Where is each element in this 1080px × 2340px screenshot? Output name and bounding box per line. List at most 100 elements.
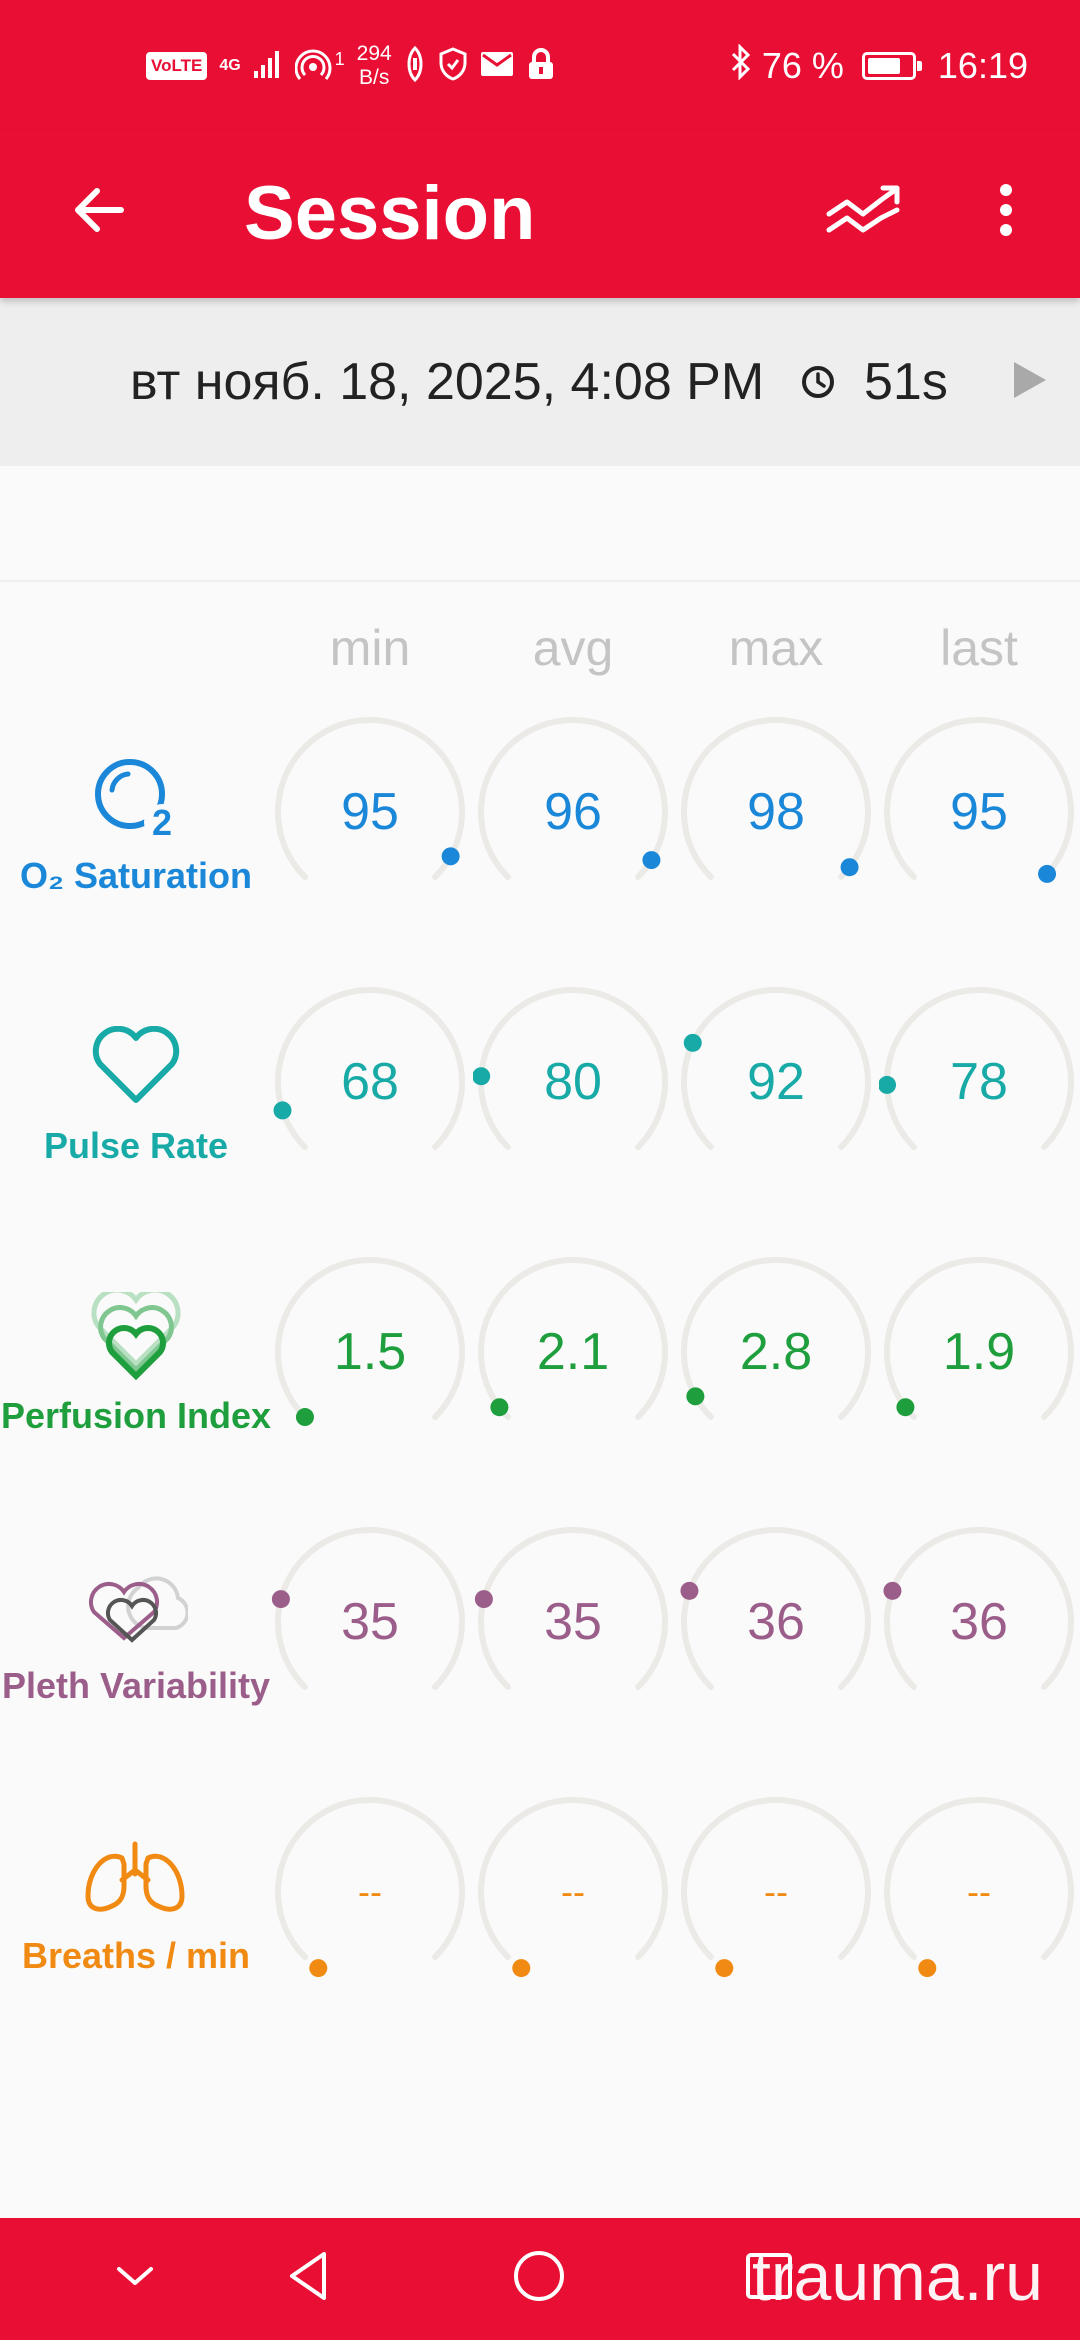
gauge-indicator-dot bbox=[879, 1075, 897, 1094]
play-button[interactable] bbox=[1010, 358, 1050, 407]
gauge-value: 2.8 bbox=[739, 1323, 813, 1381]
gauge-value: 98 bbox=[747, 783, 805, 841]
gauge-avg: -- bbox=[473, 1792, 673, 1992]
gauge-track bbox=[884, 1257, 1074, 1421]
gauge-avg: 96 bbox=[473, 712, 673, 912]
gauge-value: 92 bbox=[747, 1053, 805, 1111]
clock-icon bbox=[800, 364, 836, 400]
gauge-track bbox=[681, 987, 871, 1151]
gauge-indicator-dot bbox=[918, 1959, 937, 1978]
mail-icon bbox=[480, 50, 514, 83]
gauge-max: 2.8 bbox=[676, 1252, 876, 1452]
gauge-track bbox=[275, 1527, 465, 1691]
gauge-indicator-dot bbox=[271, 1590, 290, 1609]
lungs-icon bbox=[82, 1840, 188, 1921]
pleth-hearts-icon bbox=[84, 1568, 190, 1649]
gauge-indicator-dot bbox=[295, 1408, 314, 1427]
gauge-min: -- bbox=[270, 1792, 470, 1992]
app-toolbar: Session bbox=[0, 130, 1080, 298]
gauge-indicator-dot bbox=[883, 1581, 902, 1600]
hotspot-count: 1 bbox=[334, 49, 345, 69]
gauge-min: 35 bbox=[270, 1522, 470, 1722]
o2-bubble-icon: 2 bbox=[92, 756, 182, 847]
gauge-indicator-dot bbox=[686, 1387, 705, 1406]
gauge-track bbox=[681, 1797, 871, 1961]
session-date: вт нояб. 18, 2025, 4:08 PM bbox=[130, 353, 765, 411]
recents-square-icon bbox=[743, 2250, 795, 2307]
section-divider bbox=[0, 580, 1080, 582]
session-duration: 51s bbox=[864, 353, 948, 411]
battery-percent: 76 % bbox=[761, 45, 844, 86]
shield-icon bbox=[438, 46, 468, 86]
metric-label: Pulse Rate bbox=[43, 1125, 229, 1166]
gauge-value: -- bbox=[764, 1871, 788, 1912]
gauge-value: 68 bbox=[341, 1053, 399, 1111]
gauge-value: -- bbox=[358, 1871, 382, 1912]
nav-recents-button[interactable] bbox=[724, 2238, 814, 2318]
gauge-last: 1.9 bbox=[879, 1252, 1079, 1452]
status-right: 76 % 16:19 bbox=[730, 40, 1028, 92]
back-triangle-icon bbox=[284, 2248, 334, 2309]
gauge-value: -- bbox=[967, 1871, 991, 1912]
nav-home-button[interactable] bbox=[494, 2238, 584, 2318]
gauge-value: 2.1 bbox=[536, 1323, 610, 1381]
home-circle-icon bbox=[511, 2248, 567, 2309]
gauge-max: 36 bbox=[676, 1522, 876, 1722]
nav-hide-button[interactable] bbox=[90, 2238, 180, 2318]
gauge-indicator-dot bbox=[490, 1398, 509, 1417]
battery-icon bbox=[861, 52, 922, 80]
gauge-max: 98 bbox=[676, 712, 876, 912]
system-nav-bar bbox=[0, 2218, 1080, 2340]
gauge-value: -- bbox=[561, 1871, 585, 1912]
overflow-menu-button[interactable] bbox=[966, 168, 1046, 256]
gauge-track bbox=[275, 1797, 465, 1961]
back-button[interactable] bbox=[55, 168, 143, 256]
gauge-track bbox=[681, 1527, 871, 1691]
gauge-max: -- bbox=[676, 1792, 876, 1992]
gauge-min: 95 bbox=[270, 712, 470, 912]
svg-text:2: 2 bbox=[152, 802, 172, 842]
watermark-text: trauma.ru bbox=[752, 2239, 1043, 2315]
gauge-avg: 2.1 bbox=[473, 1252, 673, 1452]
column-header-min: min bbox=[329, 620, 411, 676]
gauge-indicator-dot bbox=[1038, 864, 1057, 883]
gauge-indicator-dot bbox=[474, 1590, 493, 1609]
column-header-last: last bbox=[940, 620, 1018, 676]
battery-fill bbox=[867, 58, 900, 74]
gauge-value: 36 bbox=[747, 1593, 805, 1651]
nav-back-button[interactable] bbox=[264, 2238, 354, 2318]
gauge-last: 36 bbox=[879, 1522, 1079, 1722]
carrier-icon bbox=[404, 45, 426, 87]
layered-hearts-icon bbox=[88, 1287, 184, 1387]
gauge-last: -- bbox=[879, 1792, 1079, 1992]
gauge-indicator-dot bbox=[715, 1959, 734, 1978]
more-vert-icon bbox=[996, 180, 1016, 245]
gauge-indicator-dot bbox=[473, 1067, 491, 1086]
column-header-max: max bbox=[728, 620, 824, 676]
gauge-value: 95 bbox=[341, 783, 399, 841]
compare-trend-button[interactable] bbox=[816, 168, 912, 256]
arrow-back-icon bbox=[69, 180, 129, 245]
lock-icon bbox=[526, 47, 556, 86]
gauge-last: 78 bbox=[879, 982, 1079, 1182]
gauge-indicator-dot bbox=[512, 1959, 531, 1978]
metric-label: Perfusion Index bbox=[0, 1395, 272, 1436]
gauge-track bbox=[275, 1257, 465, 1421]
network-speed: 294 B/s bbox=[357, 42, 392, 90]
gauge-track bbox=[884, 717, 1074, 881]
gauge-value: 95 bbox=[950, 783, 1008, 841]
gauge-track bbox=[681, 1257, 871, 1421]
play-icon bbox=[1010, 362, 1050, 406]
status-left: VoLTE 4G 1 294 B/s bbox=[146, 40, 556, 92]
hotspot-icon bbox=[294, 47, 335, 86]
status-time: 16:19 bbox=[937, 45, 1028, 86]
gauge-indicator-dot bbox=[840, 858, 859, 877]
gauge-track bbox=[478, 987, 668, 1151]
gauge-avg: 35 bbox=[473, 1522, 673, 1722]
gauge-track bbox=[884, 1797, 1074, 1961]
page-title: Session bbox=[244, 171, 536, 256]
chevron-down-icon bbox=[113, 2261, 157, 2296]
column-header-avg: avg bbox=[532, 620, 614, 676]
metric-label: Pleth Variability bbox=[1, 1665, 271, 1706]
gauge-value: 35 bbox=[544, 1593, 602, 1651]
